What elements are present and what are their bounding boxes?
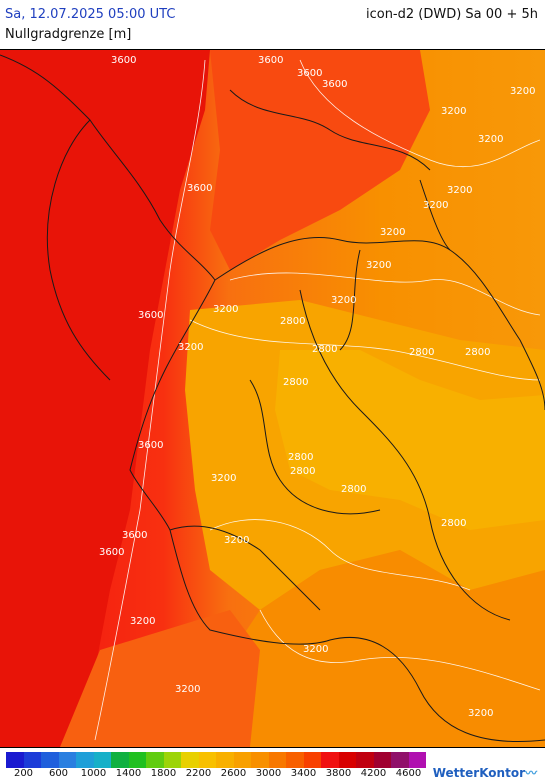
legend-color-cell	[76, 752, 94, 768]
legend-tick-label: 600	[48, 768, 69, 779]
contour-label: 2800	[290, 466, 315, 477]
legend-color-cell	[41, 752, 59, 768]
contour-label-group: 3600 3600 3600 3600 3200 3200 3200 3200 …	[99, 55, 535, 719]
contour-label: 3200	[423, 200, 448, 211]
contour-label: 3600	[258, 55, 283, 66]
legend-color-cell	[216, 752, 234, 768]
legend-color-cell	[251, 752, 269, 768]
contour-label: 3200	[130, 616, 155, 627]
contour-label: 3600	[99, 547, 124, 558]
color-legend	[6, 752, 426, 768]
legend-tick-label: 1000	[80, 768, 107, 779]
legend-color-cell	[268, 752, 286, 768]
brand-name: WetterKontor	[432, 766, 525, 780]
borders	[0, 54, 545, 743]
contour-label: 3200	[441, 106, 466, 117]
contour-label: 3200	[175, 684, 200, 695]
legend-color-cell	[111, 752, 129, 768]
contour-label: 3600	[187, 183, 212, 194]
legend-tick-label: 2600	[220, 768, 247, 779]
legend-color-cell	[181, 752, 199, 768]
contour-label: 2800	[280, 316, 305, 327]
legend-color-cell	[303, 752, 321, 768]
legend-color-cell	[128, 752, 146, 768]
variable-title: Nullgradgrenze [m]	[5, 27, 132, 42]
forecast-datetime: Sa, 12.07.2025 05:00 UTC	[5, 7, 176, 22]
contour-label: 3200	[366, 260, 391, 271]
contour-label: 3200	[478, 134, 503, 145]
legend-tick-label: 200	[13, 768, 34, 779]
legend-tick-label: 3000	[255, 768, 282, 779]
contour-label: 2800	[283, 377, 308, 388]
legend-tick-label: 3800	[325, 768, 352, 779]
zone-southwest	[60, 610, 260, 747]
legend-tick-label: 4600	[395, 768, 422, 779]
contour-label: 3200	[447, 185, 472, 196]
legend-color-cell	[146, 752, 164, 768]
contour-label: 3200	[224, 535, 249, 546]
contour-label: 3200	[178, 342, 203, 353]
contour-label: 3600	[138, 440, 163, 451]
contour-label: 3200	[211, 473, 236, 484]
legend-color-cell	[58, 752, 76, 768]
zone-central-lowest	[275, 350, 545, 530]
legend-color-cell	[233, 752, 251, 768]
contour-label: 3200	[510, 86, 535, 97]
contour-label: 2800	[312, 344, 337, 355]
legend-color-cell	[338, 752, 356, 768]
legend-ticks: 200 600 1000 1400 1800 2200 2600 3000 3400 3800 42…	[6, 768, 436, 782]
contour-label: 3200	[380, 227, 405, 238]
contour-label: 3200	[303, 644, 328, 655]
contour-lines	[94, 59, 541, 741]
contour-label: 3600	[322, 79, 347, 90]
legend-color-cell	[321, 752, 339, 768]
zone-south	[220, 550, 545, 747]
contour-label: 2800	[341, 484, 366, 495]
zone-west-high	[0, 50, 210, 747]
legend-tick-label: 3400	[290, 768, 317, 779]
contour-label: 2800	[465, 347, 490, 358]
legend-color-cell	[408, 752, 426, 768]
contour-label: 2800	[409, 347, 434, 358]
contour-label: 3600	[122, 530, 147, 541]
contour-label: 2800	[441, 518, 466, 529]
brand-logo: WetterKontor〰	[433, 764, 537, 781]
legend-color-cell	[356, 752, 374, 768]
contour-label: 3600	[138, 310, 163, 321]
legend-color-cell	[23, 752, 41, 768]
legend-color-cell	[391, 752, 409, 768]
legend-color-cell	[6, 752, 24, 768]
legend-color-cell	[286, 752, 304, 768]
legend-tick-label: 1400	[115, 768, 142, 779]
model-run-label: icon-d2 (DWD) Sa 00 + 5h	[365, 7, 538, 22]
zone-north	[210, 50, 430, 270]
legend-color-cell	[93, 752, 111, 768]
map-svg: 3600 3600 3600 3600 3200 3200 3200 3200 …	[0, 50, 545, 747]
contour-label: 2800	[288, 452, 313, 463]
legend-color-cell	[163, 752, 181, 768]
legend-tick-label: 1800	[150, 768, 177, 779]
contour-label: 3200	[468, 708, 493, 719]
freezing-level-map: 3600 3600 3600 3600 3200 3200 3200 3200 …	[0, 49, 545, 748]
contour-label: 3600	[297, 68, 322, 79]
legend-tick-label: 4200	[360, 768, 387, 779]
legend-tick-label: 2200	[185, 768, 212, 779]
contour-label: 3600	[111, 55, 136, 66]
contour-label: 3200	[213, 304, 238, 315]
legend-color-cell	[198, 752, 216, 768]
contour-label: 3200	[331, 295, 356, 306]
legend-color-cell	[373, 752, 391, 768]
wetterkontor-logo-icon: 〰	[524, 766, 537, 780]
